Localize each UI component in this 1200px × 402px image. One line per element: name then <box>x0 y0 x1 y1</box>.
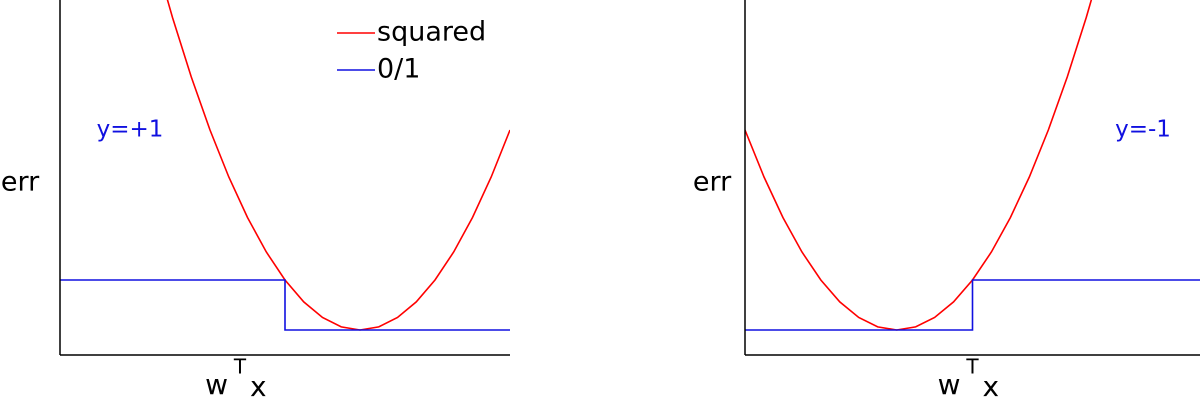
x-axis-label: T <box>965 355 979 379</box>
annotation: y=+1 <box>97 117 164 143</box>
x-axis-label: x <box>250 370 267 402</box>
chart: err wTx y=+1 squared 0/1 <box>1 0 510 402</box>
plot-area <box>745 0 1200 331</box>
series-line <box>60 279 510 331</box>
plot-area <box>60 0 510 331</box>
series-line <box>745 279 1200 331</box>
x-axis-label: x <box>983 370 1000 402</box>
legend-label: 0/1 <box>377 54 420 85</box>
y-axis-label: err <box>693 167 732 198</box>
x-axis-label: w <box>938 368 961 401</box>
x-axis-label: w <box>205 368 228 401</box>
annotation: y=-1 <box>1115 117 1171 143</box>
y-axis-label: err <box>1 167 40 198</box>
legend-label: squared <box>377 17 486 48</box>
x-axis-label: T <box>233 355 247 379</box>
chart: err wTx y=-1 <box>693 0 1200 402</box>
